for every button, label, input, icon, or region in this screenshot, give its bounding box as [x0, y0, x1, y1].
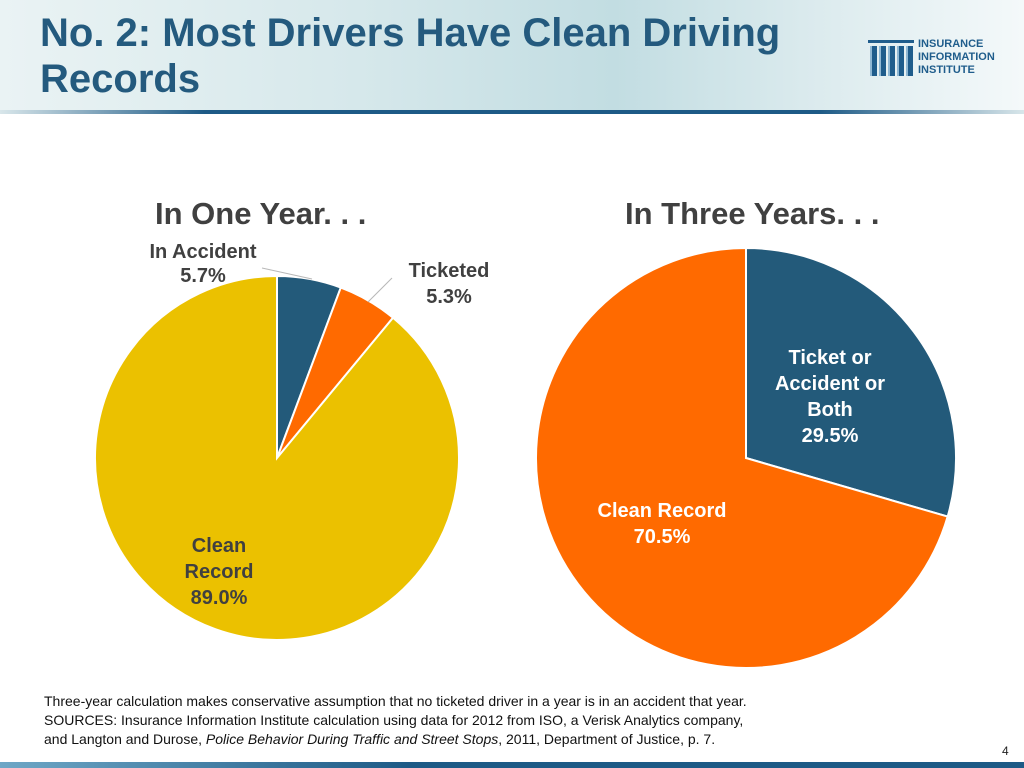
pie-0-slice-2: [94, 274, 460, 641]
pie-0-leader-line-0: [261, 267, 313, 280]
footnote-line-1: Three-year calculation makes conservativ…: [44, 693, 747, 709]
pie-1-slice-0: [745, 246, 957, 518]
pie-1-slice-1: [535, 246, 949, 669]
slide-title-line-1: No. 2: Most Drivers Have Clean Driving: [40, 11, 781, 55]
slide-title-line-2: Records: [40, 57, 201, 101]
footnote-line-3: and Langton and Durose, Police Behavior …: [44, 730, 864, 749]
iii-logo-mark-icon: [868, 40, 914, 76]
logo-line-3: INSTITUTE: [918, 64, 975, 76]
page-number: 4: [1002, 744, 1009, 758]
footnote-line-2: SOURCES: Insurance Information Institute…: [44, 712, 744, 728]
logo-line-2: INFORMATION: [918, 51, 995, 63]
slide-title: No. 2: Most Drivers Have Clean Driving R…: [40, 10, 860, 102]
chart-three-years-title: In Three Years. . .: [625, 196, 880, 231]
pie-1-slice-0-label: Ticket or Accident or Both 29.5%: [775, 347, 885, 447]
footer-bar: [0, 762, 1024, 768]
header-band: [0, 0, 1024, 112]
pie-0-slice-1-label: Ticketed 5.3%: [409, 260, 490, 308]
pie-1-slice-1-label: Clean Record 70.5%: [598, 500, 727, 548]
iii-logo: INSURANCE INFORMATION INSTITUTE: [868, 36, 1018, 80]
chart-one-year-title: In One Year. . .: [155, 196, 367, 231]
footnote-line-3-suffix: , 2011, Department of Justice, p. 7.: [498, 731, 716, 747]
pie-0-leader-line-1: [367, 277, 393, 303]
pie-0-slice-2-label: Clean Record 89.0%: [185, 535, 254, 609]
iii-logo-wordmark: INSURANCE INFORMATION INSTITUTE: [918, 38, 1018, 77]
footnote-line-3-prefix: and Langton and Durose,: [44, 731, 206, 747]
logo-line-1: INSURANCE: [918, 38, 984, 50]
footnote: Three-year calculation makes conservativ…: [44, 692, 864, 749]
footnote-source-title: Police Behavior During Traffic and Stree…: [205, 731, 499, 747]
pie-0-slice-0-label: In Accident 5.7%: [149, 241, 256, 287]
header-divider: [0, 110, 1024, 114]
